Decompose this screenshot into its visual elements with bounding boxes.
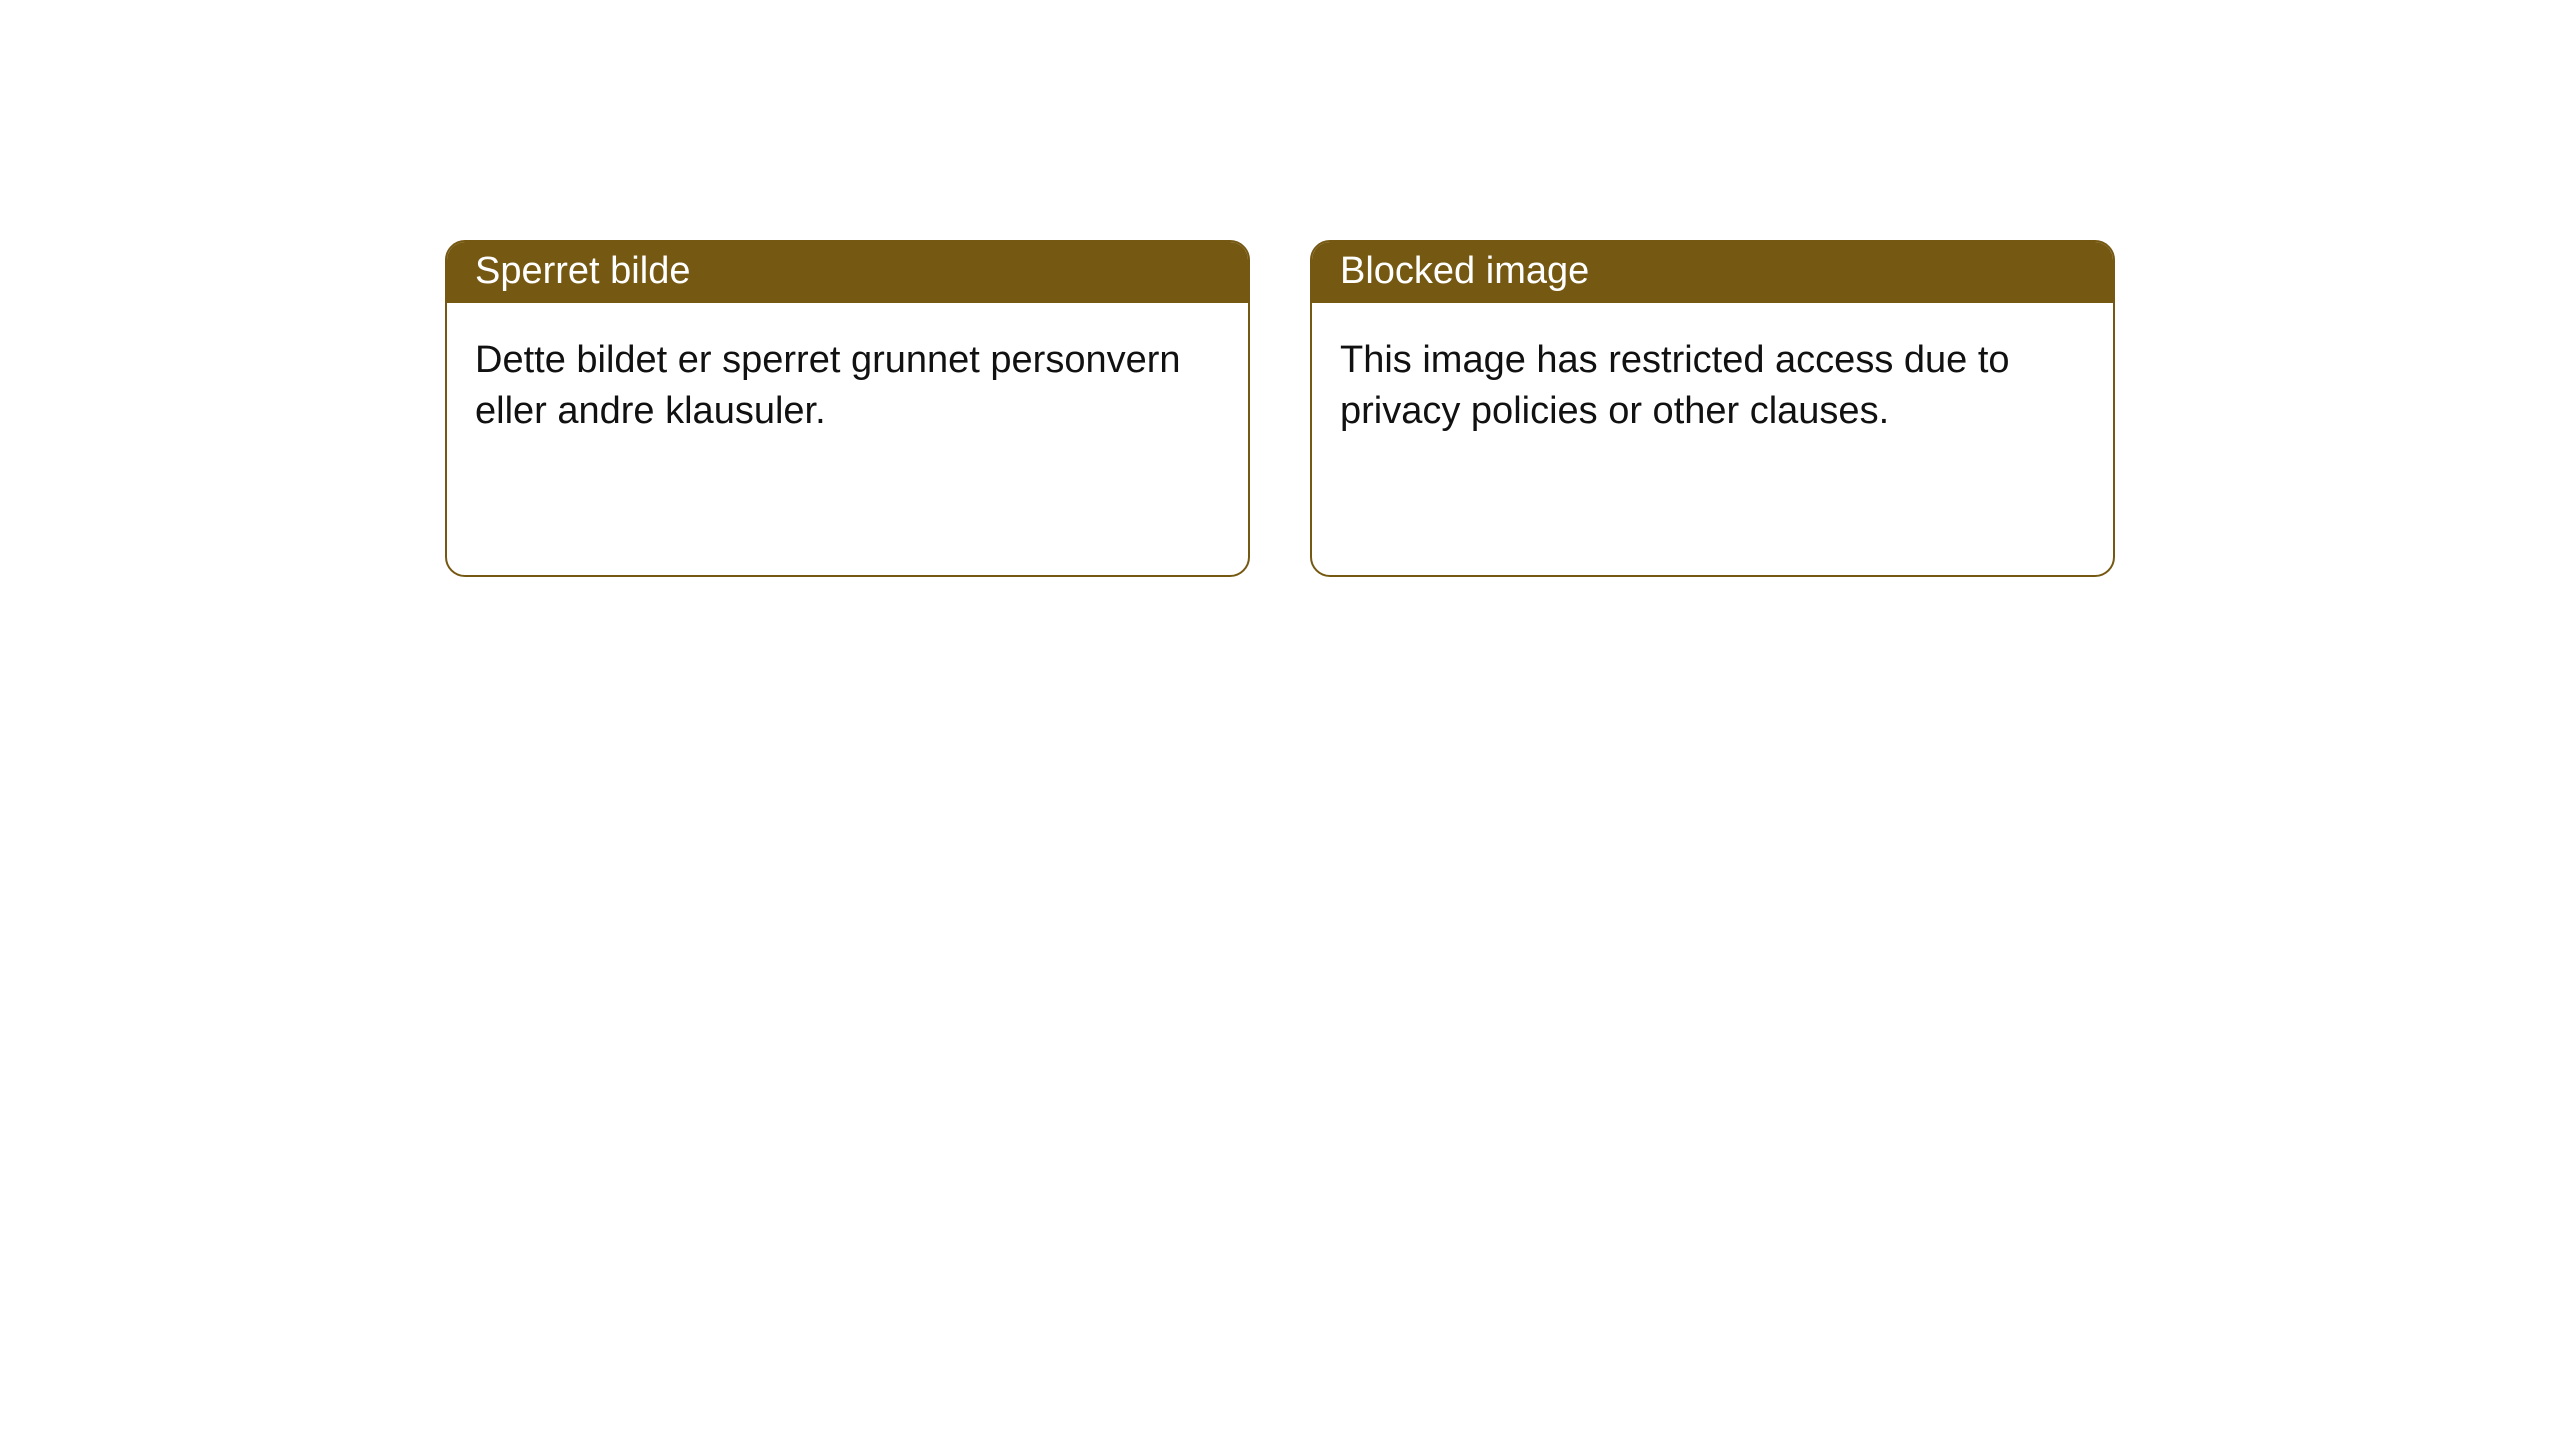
notice-container: Sperret bilde Dette bildet er sperret gr… bbox=[0, 0, 2560, 577]
notice-card-english: Blocked image This image has restricted … bbox=[1310, 240, 2115, 577]
card-title: Blocked image bbox=[1312, 242, 2113, 303]
card-body-text: This image has restricted access due to … bbox=[1312, 303, 2113, 470]
card-body-text: Dette bildet er sperret grunnet personve… bbox=[447, 303, 1248, 470]
card-title: Sperret bilde bbox=[447, 242, 1248, 303]
notice-card-norwegian: Sperret bilde Dette bildet er sperret gr… bbox=[445, 240, 1250, 577]
